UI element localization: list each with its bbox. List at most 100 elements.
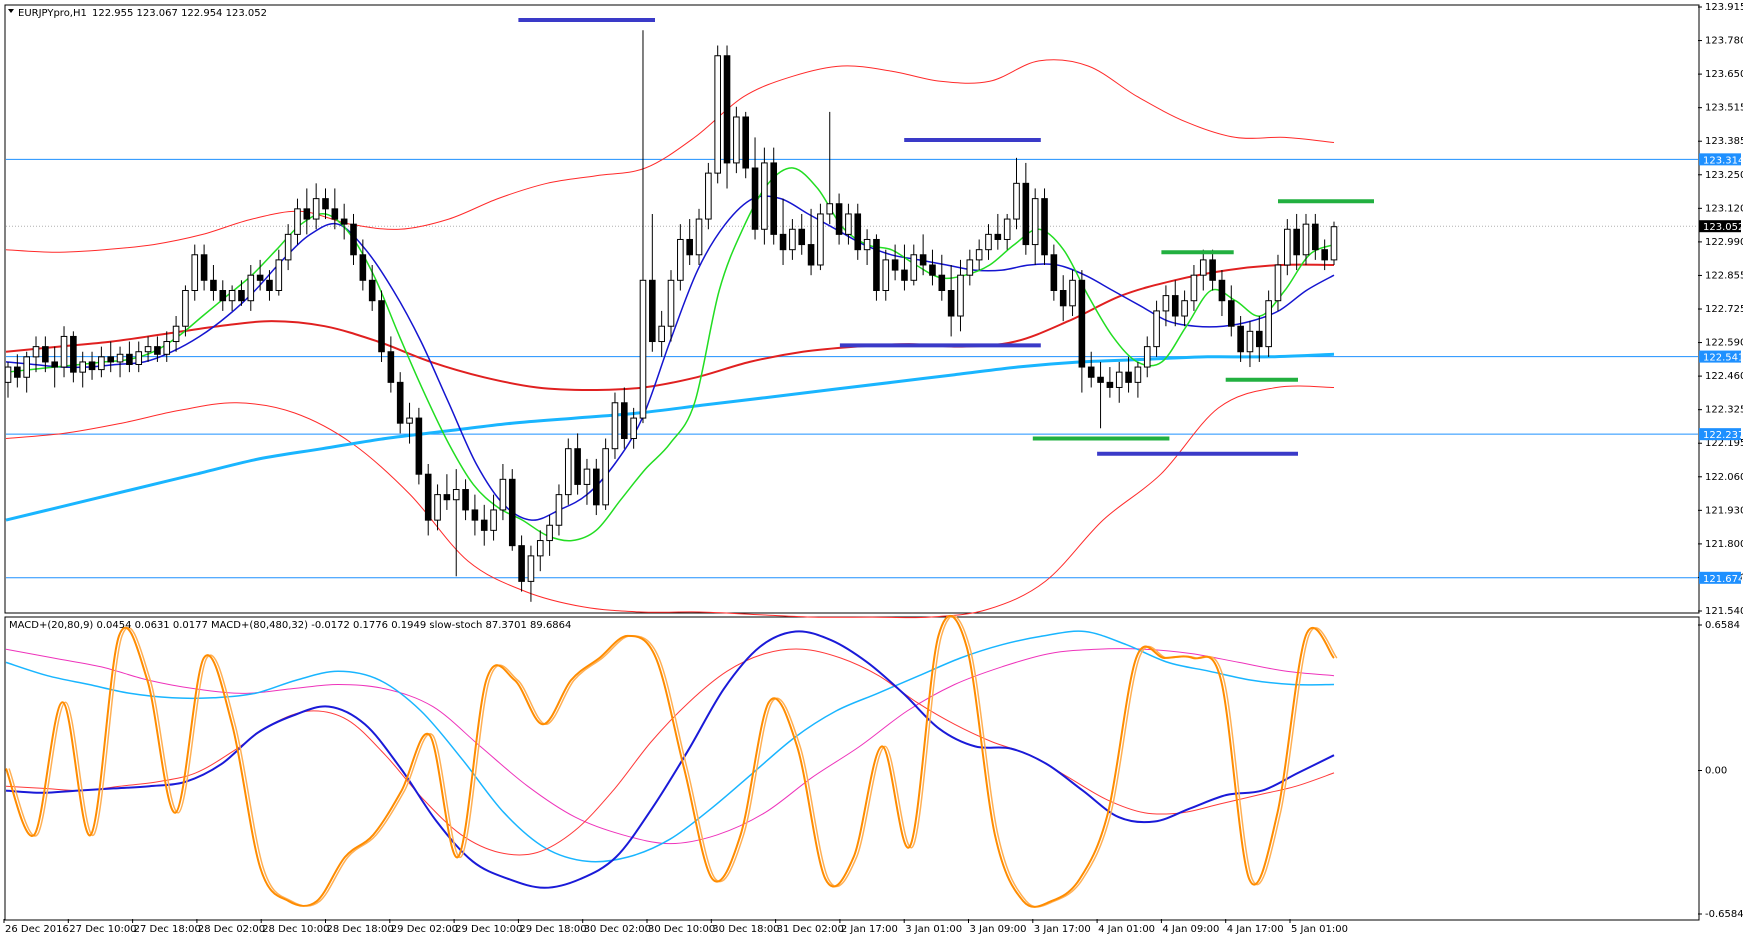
candle: [452, 469, 460, 577]
price-tick-label: 122.325: [1705, 405, 1743, 416]
candle-body: [1284, 228, 1291, 266]
candle: [51, 346, 58, 388]
candle-body: [1237, 325, 1244, 353]
symbol-dropdown-icon[interactable]: [8, 9, 14, 13]
price-tag-label: 121.674: [1703, 574, 1743, 585]
candle: [1125, 356, 1132, 393]
candle-body: [312, 198, 320, 220]
candle: [238, 280, 245, 306]
candle-body: [910, 254, 918, 281]
candle: [901, 244, 908, 291]
candle: [592, 458, 600, 516]
candle: [555, 484, 563, 536]
candle-body: [1153, 310, 1160, 348]
candle-body: [1031, 198, 1039, 246]
price-tag-box: [1699, 153, 1741, 166]
candle: [1069, 270, 1076, 317]
time-tick-label: 28 Dec 10:00: [262, 924, 329, 935]
candle-body: [592, 468, 600, 506]
candle-body: [1050, 254, 1058, 292]
candle: [14, 354, 21, 388]
candle-body: [200, 254, 208, 281]
candle: [434, 484, 441, 531]
time-tick-label: 28 Dec 02:00: [198, 924, 265, 935]
candle: [1293, 213, 1300, 271]
candle-body: [443, 494, 451, 501]
candle-body: [527, 555, 535, 582]
macd-fast-line: [5, 630, 1335, 889]
indicator-tick-label: 0.00: [1705, 766, 1727, 777]
candle: [406, 402, 413, 444]
stoch-signal-line: [8, 615, 1338, 908]
candle-body: [275, 259, 283, 292]
indicator-axis: 0.6584 0.00 -0.6584: [1698, 620, 1743, 920]
candle-body: [228, 290, 236, 302]
candle-body: [14, 366, 21, 378]
candle: [798, 213, 806, 255]
candle-body: [378, 300, 385, 353]
candle: [88, 351, 96, 380]
candle-body: [490, 509, 497, 531]
candle-body: [23, 356, 30, 378]
price-tick-label: 123.250: [1705, 170, 1743, 181]
candle: [1199, 249, 1207, 291]
moving-averages: [5, 167, 1335, 542]
time-tick-label: 28 Dec 18:00: [327, 924, 394, 935]
candle-body: [817, 213, 824, 266]
candle: [733, 106, 740, 174]
price-tag-label: 122.541: [1703, 353, 1743, 364]
candle: [882, 249, 890, 301]
candle-body: [350, 223, 357, 256]
macd-fast-signal-line: [5, 648, 1335, 856]
candle-body: [238, 290, 245, 302]
candle-body: [406, 417, 413, 424]
candle-body: [714, 55, 721, 174]
candle: [536, 530, 544, 572]
candle-body: [695, 218, 703, 256]
time-tick-label: 29 Dec 10:00: [455, 924, 522, 935]
candle: [359, 239, 367, 291]
candle: [835, 193, 843, 245]
candle: [1115, 361, 1123, 403]
candle-body: [882, 259, 890, 292]
bollinger-lower-line: [5, 385, 1335, 619]
candle: [1087, 351, 1095, 388]
candle-body: [705, 172, 712, 220]
price-tag-box: [1699, 571, 1741, 584]
candle-body: [154, 346, 161, 355]
candle: [723, 45, 731, 189]
candle-body: [359, 254, 367, 281]
time-tick-label: 31 Dec 02:00: [777, 924, 844, 935]
candle: [1162, 285, 1170, 327]
candle-body: [798, 228, 806, 246]
candle-body: [1274, 264, 1282, 302]
candle: [1181, 290, 1188, 327]
candle-body: [88, 361, 96, 371]
candle: [116, 346, 124, 378]
candle-body: [1171, 295, 1179, 317]
candle: [621, 387, 628, 449]
candle: [219, 280, 227, 311]
candle: [929, 249, 936, 286]
candle-body: [957, 274, 964, 317]
candle-body: [42, 346, 49, 363]
candle-body: [723, 55, 731, 164]
bollinger-upper-line: [5, 59, 1335, 253]
candle-body: [1069, 279, 1076, 307]
candle: [1031, 188, 1039, 265]
candle: [42, 336, 49, 373]
candle-body: [60, 335, 68, 368]
candle-body: [947, 290, 955, 317]
time-tick-label: 30 Dec 02:00: [584, 924, 651, 935]
price-tag-label: 123.052: [1703, 222, 1743, 233]
price-tick-label: 122.855: [1705, 270, 1743, 281]
time-tick-label: 4 Jan 17:00: [1227, 924, 1284, 935]
candle-body: [387, 351, 395, 383]
candle: [98, 346, 105, 378]
candle: [779, 198, 787, 265]
candle-body: [51, 361, 58, 368]
candle: [312, 183, 320, 230]
candle-body: [611, 402, 619, 450]
candle: [649, 213, 656, 352]
